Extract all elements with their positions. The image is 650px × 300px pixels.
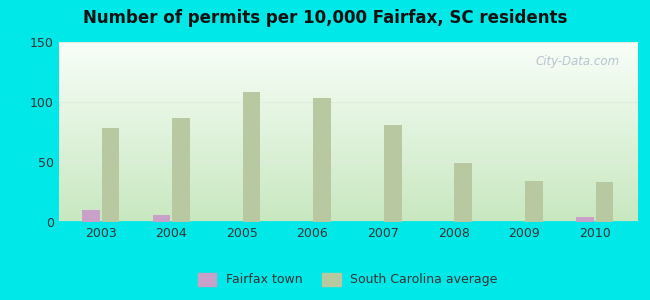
- Legend: Fairfax town, South Carolina average: Fairfax town, South Carolina average: [192, 268, 503, 291]
- Bar: [243, 92, 261, 222]
- Text: City-Data.com: City-Data.com: [536, 55, 619, 68]
- Bar: [384, 125, 402, 222]
- Bar: [454, 163, 472, 222]
- Bar: [83, 210, 100, 222]
- Bar: [313, 98, 331, 222]
- Bar: [101, 128, 120, 222]
- Bar: [525, 181, 543, 222]
- Bar: [595, 182, 613, 222]
- Bar: [153, 215, 170, 222]
- Bar: [576, 217, 594, 222]
- Text: Number of permits per 10,000 Fairfax, SC residents: Number of permits per 10,000 Fairfax, SC…: [83, 9, 567, 27]
- Bar: [172, 118, 190, 222]
